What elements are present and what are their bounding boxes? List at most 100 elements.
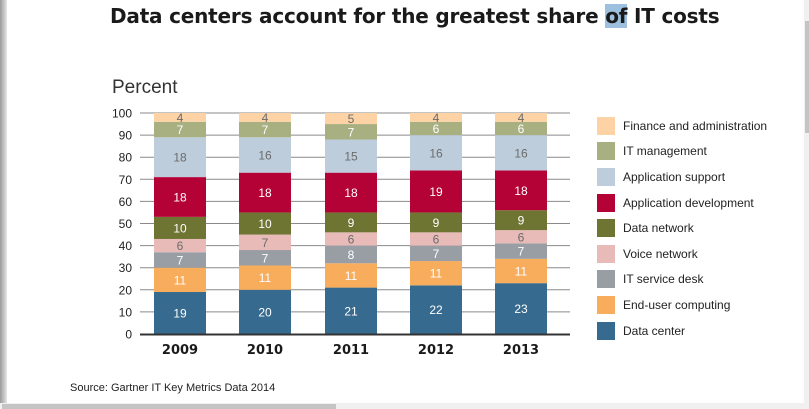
legend-label: IT management	[623, 144, 707, 159]
bar-segment	[325, 263, 377, 288]
bar-segment	[495, 283, 547, 334]
bar-segment	[325, 124, 377, 140]
legend-label: Application support	[623, 169, 726, 184]
bar-segment	[239, 250, 291, 266]
bar-segment-label: 10	[173, 221, 187, 235]
legend-swatch	[597, 116, 615, 135]
bar-segment	[239, 234, 291, 251]
horizontal-scrollbar-thumb[interactable]	[2, 404, 336, 409]
y-tick-label: 40	[119, 239, 133, 253]
x-tick-label: 2010	[247, 343, 283, 358]
legend-swatch	[597, 244, 615, 263]
bar-segment-label: 6	[348, 232, 355, 246]
bar-segment	[495, 170, 547, 211]
bar-segment	[325, 212, 377, 233]
legend-item: Voice network	[597, 241, 767, 267]
bar-segment-label: 7	[348, 125, 355, 139]
legend-label: Data center	[623, 323, 686, 338]
bar-segment-label: 6	[433, 232, 440, 246]
bar-segment	[325, 245, 377, 264]
vertical-scrollbar-thumb[interactable]	[805, 21, 809, 133]
bar-segment-label: 21	[344, 304, 358, 318]
bar-segment-label: 7	[177, 253, 184, 267]
y-tick-label: 30	[119, 261, 133, 275]
bar-segment-label: 7	[262, 251, 269, 265]
legend-item: IT service desk	[597, 267, 767, 293]
bar-segment	[495, 113, 547, 122]
bar-segment-label: 7	[262, 236, 269, 250]
bar-segment	[154, 267, 206, 293]
y-axis-label: Percent	[112, 77, 178, 98]
bar-segment-label: 19	[173, 307, 187, 321]
bar-segment-label: 7	[262, 123, 269, 137]
legend-item: Finance and administration	[597, 113, 767, 139]
bar-segment-label: 11	[515, 265, 528, 279]
bar-segment	[154, 216, 206, 239]
bar-segment-label: 23	[514, 302, 528, 316]
bar-segment	[410, 261, 462, 286]
bar-segment	[410, 285, 462, 334]
legend-item: Data center	[597, 318, 767, 344]
bar-segment	[325, 232, 377, 246]
bar-segment-label: 18	[514, 184, 528, 198]
bar-segment	[410, 245, 462, 262]
bar-segment-label: 6	[518, 230, 525, 244]
bar-segment	[154, 113, 206, 122]
bar-segment	[154, 252, 206, 268]
legend-label: End-user computing	[623, 297, 731, 312]
bar-segment	[410, 170, 462, 213]
bar-segment	[495, 121, 547, 136]
horizontal-scrollbar[interactable]	[0, 403, 809, 409]
y-tick-label: 80	[119, 151, 133, 165]
bar-segment-label: 20	[258, 305, 272, 319]
bar-segment	[154, 238, 206, 253]
legend-label: Data network	[623, 221, 694, 236]
y-tick-label: 60	[119, 195, 133, 209]
bar-segment	[325, 287, 377, 334]
bar-segment	[239, 265, 291, 290]
bar-segment	[154, 121, 206, 138]
bar-segment	[239, 172, 291, 213]
bar-segment-label: 4	[262, 111, 269, 125]
bar-segment-label: 7	[518, 245, 525, 259]
y-tick-label: 50	[119, 217, 133, 231]
bar-segment	[325, 172, 377, 213]
x-tick-label: 2009	[162, 343, 198, 358]
bar-segment	[495, 230, 547, 244]
bar-segment	[154, 137, 206, 178]
bar-segment	[325, 113, 377, 125]
bar-segment-label: 16	[429, 146, 443, 160]
bar-segment-label: 9	[518, 214, 525, 228]
legend-item: IT management	[597, 139, 767, 165]
bar-segment-label: 6	[518, 122, 525, 136]
bar-segment-label: 5	[348, 112, 355, 126]
bar-segment	[154, 292, 206, 334]
bar-segment-label: 10	[258, 217, 272, 231]
bar-segment-label: 18	[173, 151, 187, 165]
legend-swatch	[597, 142, 615, 161]
bar-segment	[495, 135, 547, 171]
legend-label: Application development	[623, 195, 754, 210]
legend-swatch	[597, 193, 615, 212]
legend-swatch	[597, 295, 615, 314]
vertical-scrollbar[interactable]	[804, 0, 809, 403]
bar-segment-label: 16	[258, 148, 272, 162]
legend-item: Data network	[597, 215, 767, 241]
bar-segment-label: 11	[430, 267, 443, 281]
legend-label: Finance and administration	[623, 118, 768, 133]
bar-segment	[239, 137, 291, 173]
bar-segment	[239, 121, 291, 138]
bar-segment-label: 6	[177, 239, 184, 253]
bar-segment-label: 22	[429, 303, 443, 317]
chart-legend: Finance and administration IT management A…	[597, 113, 767, 343]
bar-segment-label: 18	[344, 186, 358, 200]
bar-segment-label: 7	[433, 247, 440, 261]
legend-swatch	[597, 321, 615, 340]
y-tick-label: 20	[119, 283, 133, 297]
bar-segment-label: 11	[174, 273, 187, 287]
bar-segment-label: 9	[433, 216, 440, 230]
y-tick-label: 10	[119, 305, 133, 319]
bar-segment-label: 4	[433, 111, 440, 125]
bar-segment	[410, 113, 462, 122]
